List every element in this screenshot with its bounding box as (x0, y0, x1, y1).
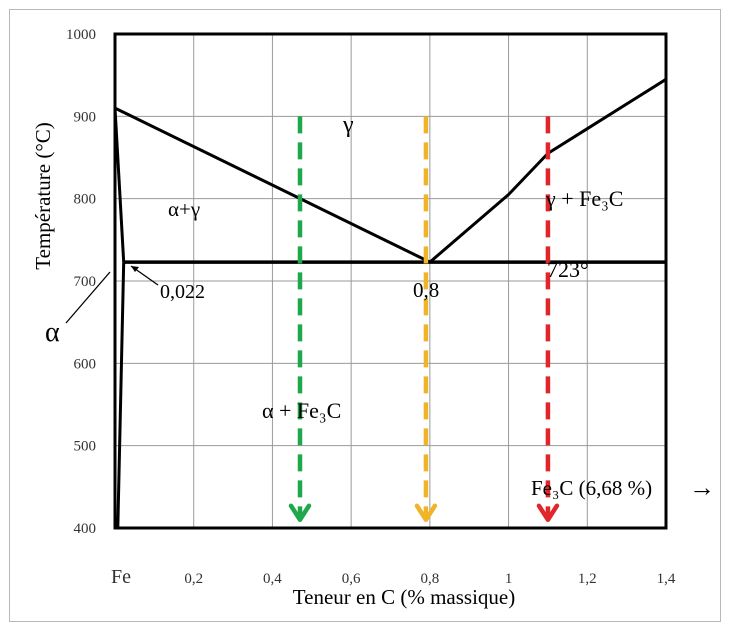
alpha-solubility-label: 0,022 (160, 281, 205, 303)
x-tick-label: Fe (111, 566, 131, 588)
y-tick-label: 800 (74, 192, 97, 208)
phase-line-A3 (114, 106, 431, 264)
cooling-arrows (288, 116, 560, 523)
x-tick-label: 0,2 (184, 571, 203, 587)
phase-curves (113, 78, 667, 529)
alpha-region-pointer (65, 271, 111, 324)
x-tick-label: 1,2 (578, 571, 597, 587)
plot-area-border (113, 32, 668, 530)
cooling-arrow-head (414, 503, 438, 523)
y-tick-label: 1000 (66, 27, 96, 43)
alpha-fe3c-region-label: α + Fe₃C (262, 398, 341, 423)
x-tick-label: 1,4 (657, 571, 676, 587)
chart-frame (9, 9, 721, 622)
alpha-solubility-pointer-head (131, 266, 139, 272)
cooling-arrow-head (288, 503, 312, 523)
y-axis-label: Température (°C) (31, 122, 55, 269)
gamma-region-label: γ (342, 112, 354, 138)
y-tick-label: 500 (74, 439, 97, 455)
x-tick-label: 0,4 (263, 571, 282, 587)
fe3c-composition-arrow: → (689, 473, 715, 502)
gamma-fe3c-region-label: γ + Fe₃C (545, 186, 623, 211)
eutectoid-comp-label: 0,8 (413, 278, 439, 302)
grid (115, 34, 666, 528)
y-tick-label: 400 (74, 521, 97, 537)
alpha-region-label: α (45, 317, 60, 348)
eutectoid-temp-label: 723° (547, 257, 589, 282)
y-tick-label: 600 (74, 356, 97, 372)
y-tick-label: 900 (74, 109, 97, 125)
tick-labels: Fe 0,2 0,4 0,6 0,8 1 1,2 1,4 1000 900 800 700 600 500… (66, 27, 676, 588)
alpha-gamma-region-label: α+γ (168, 197, 200, 221)
x-tick-label: 0,8 (420, 571, 439, 587)
x-tick-label: 0,6 (342, 571, 361, 587)
phase-line-alpha-solvus (116, 262, 126, 529)
x-axis-label: Teneur en C (% massique) (293, 585, 515, 609)
fe3c-composition-label: Fe₃C (6,68 %) (531, 476, 652, 500)
y-tick-label: 700 (74, 274, 97, 290)
x-tick-label: 1 (505, 571, 513, 587)
cooling-arrow-head (536, 503, 560, 523)
